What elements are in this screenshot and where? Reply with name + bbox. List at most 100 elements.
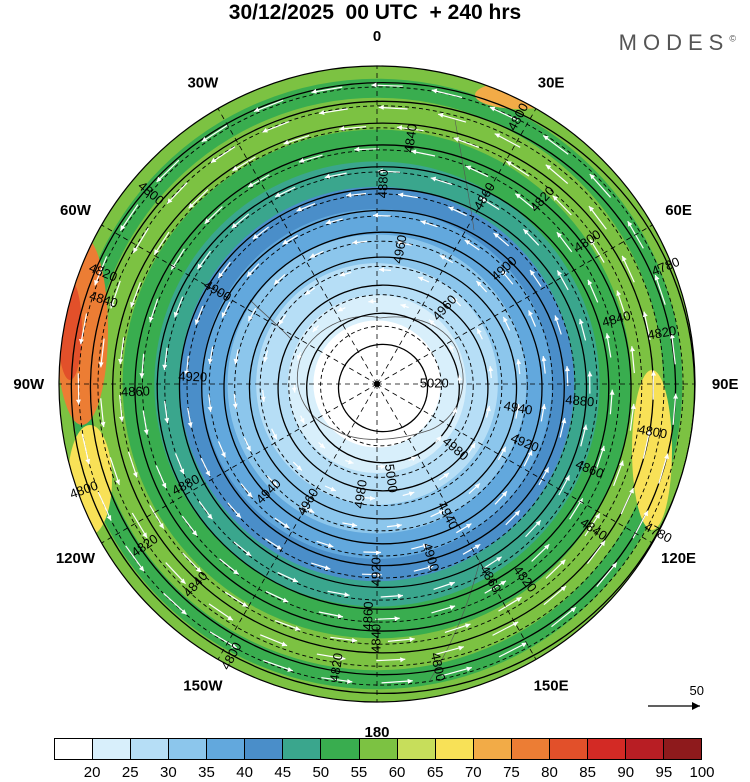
- longitude-label: 90W: [13, 376, 45, 393]
- wind-vector: [81, 433, 90, 465]
- wind-vector-head: [351, 522, 358, 528]
- wind-vector-head: [375, 550, 382, 556]
- colorbar-swatch: [55, 739, 94, 759]
- wind-vector: [156, 159, 180, 183]
- wind-vector-head: [436, 436, 442, 442]
- wind-vector-head: [148, 316, 154, 323]
- wind-vector-head: [330, 486, 336, 492]
- dashed-contours: [78, 86, 684, 686]
- wind-vector-head: [340, 655, 346, 661]
- wind-vector-head: [646, 430, 652, 436]
- wind-vector-head: [283, 139, 290, 145]
- wind-vector: [253, 99, 284, 113]
- wind-vector-head: [94, 279, 99, 286]
- wind-vector-head: [409, 637, 415, 643]
- colorbar-tick-label: 70: [464, 764, 482, 781]
- wind-vector-head: [616, 290, 622, 297]
- wind-vector: [381, 680, 413, 684]
- wind-vector-head: [429, 319, 435, 325]
- wind-vector-head: [394, 616, 400, 622]
- wind-vector: [77, 373, 80, 405]
- wind-vector-head: [544, 467, 549, 473]
- reference-vector-label: 50: [689, 683, 704, 698]
- wind-vector-head: [561, 417, 567, 424]
- contour-label: 4800: [637, 422, 668, 442]
- wind-vector-head: [579, 318, 584, 325]
- wind-vector-head: [118, 416, 124, 422]
- wind-vector-head: [347, 678, 353, 684]
- wind-vector-head: [430, 176, 437, 182]
- colorbar-swatch: [549, 739, 588, 759]
- colorbar-swatch: [283, 739, 322, 759]
- longitude-label: 90E: [712, 376, 739, 393]
- wind-vector-head: [115, 479, 120, 485]
- wind-vector-head: [245, 550, 252, 556]
- colorbar-swatch: [511, 739, 550, 759]
- wind-vector-head: [339, 125, 345, 131]
- wind-vector-head: [207, 406, 213, 412]
- wind-vector-head: [643, 510, 648, 517]
- wind-vector-head: [231, 222, 238, 229]
- longitude-label: 150E: [534, 678, 569, 695]
- longitude-label: 30W: [187, 74, 219, 91]
- wind-vector-head: [438, 112, 444, 118]
- wind-vector-head: [515, 193, 521, 199]
- wind-vector-head: [78, 338, 84, 345]
- height-contour-5: [201, 209, 565, 567]
- contour-label: 4820: [327, 652, 346, 683]
- colorbar-swatch: [245, 739, 284, 759]
- colorbar-tick-label: 55: [350, 764, 368, 781]
- wind-vector-head: [541, 356, 547, 362]
- wind-vector-head: [283, 523, 290, 528]
- meridian: [376, 224, 653, 385]
- wind-vector-head: [465, 523, 472, 529]
- contour-label: 5020: [420, 375, 449, 390]
- wind-vector-head: [378, 267, 385, 273]
- wind-vector-head: [296, 206, 303, 212]
- wind-vector-head: [589, 174, 596, 180]
- meridian: [101, 224, 378, 385]
- wind-vector-head: [109, 302, 115, 309]
- colorbar-swatch: [93, 739, 132, 759]
- wind-vector-head: [132, 471, 138, 478]
- wind-vector-head: [629, 487, 634, 494]
- longitude-label: 0: [373, 28, 381, 45]
- wind-vector-head: [120, 225, 126, 231]
- meridian: [217, 383, 378, 660]
- chart-title: 30/12/2025 00 UTC + 240 hrs: [228, 1, 522, 24]
- longitude-labels: 0 30E 60E 90E 120E 150E 180 150W 120W 90W 60W 30W: [13, 28, 738, 741]
- wind-vector-head: [411, 149, 417, 155]
- wind-vector-head: [464, 623, 471, 629]
- colorbar-tick-label: 45: [274, 764, 292, 781]
- wind-vector: [672, 393, 677, 425]
- wind-vector-head: [438, 510, 445, 515]
- wind-vector-head: [197, 263, 203, 270]
- wind-vector-head: [630, 346, 636, 352]
- wind-vector-head: [501, 491, 507, 497]
- wind-vectors: [75, 82, 679, 684]
- wind-vector: [489, 106, 519, 122]
- wind-vector-head: [443, 472, 450, 479]
- wind-vector-head: [494, 133, 501, 139]
- wind-vector-head: [560, 585, 567, 592]
- colorbar-swatch: [207, 739, 246, 759]
- height-contour-7: [156, 166, 610, 610]
- wind-vector-head: [465, 165, 472, 171]
- wind-vector-head: [398, 192, 404, 198]
- meridian: [217, 108, 378, 385]
- wind-vector-head: [595, 513, 600, 519]
- wind-vector-head: [397, 593, 403, 599]
- colorbar-tick-label: 65: [426, 764, 444, 781]
- colorbar-tick-label: 50: [312, 764, 330, 781]
- wind-vector-head: [673, 393, 679, 399]
- wind-vector-head: [535, 520, 541, 526]
- longitude-label: 120E: [661, 550, 696, 567]
- colorbar-swatch: [397, 739, 436, 759]
- wind-vector-head: [327, 543, 334, 548]
- wind-vector-head: [348, 459, 354, 465]
- wind-vector-head: [235, 512, 241, 518]
- wind-vector-head: [344, 592, 350, 598]
- wind-vector-head: [560, 559, 566, 566]
- wind-vector-head: [210, 157, 217, 163]
